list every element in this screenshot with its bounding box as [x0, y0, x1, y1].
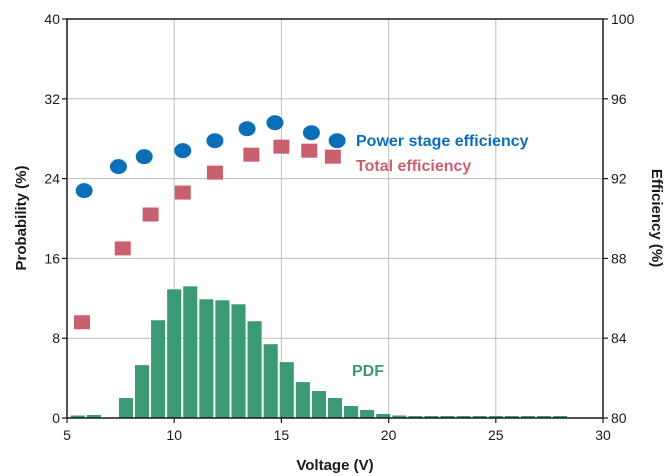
power-stage-efficiency-point [109, 159, 127, 175]
x-tick-label: 25 [488, 427, 504, 443]
pdf-bar [360, 410, 375, 418]
x-tick-label: 20 [381, 427, 397, 443]
y-right-tick-label: 96 [611, 91, 627, 107]
pdf-bar [327, 398, 343, 418]
x-tick-label: 30 [595, 427, 611, 443]
y-left-tick-label: 24 [44, 171, 60, 187]
y-left-axis-title: Probability (%) [13, 165, 30, 270]
efficiency-markers [74, 115, 346, 330]
pdf-bar [279, 362, 294, 418]
pdf-bar [118, 398, 133, 418]
x-tick-label: 15 [274, 427, 290, 443]
total-efficiency-point [243, 147, 260, 162]
y-right-tick-label: 92 [611, 171, 627, 187]
pdf-bar [70, 415, 85, 418]
pdf-bar [456, 416, 471, 418]
pdf-bar [472, 416, 487, 418]
pdf-bar [520, 416, 535, 418]
pdf-bar [135, 365, 150, 418]
axis-ticks: 5 10 15 20 25 30 0 8 16 24 32 40 80 84 88 92 96 100 [44, 11, 634, 443]
power-stage-efficiency-point [266, 115, 284, 131]
pdf-bar [183, 286, 198, 418]
power-stage-efficiency-point [206, 133, 224, 149]
pdf-bar [86, 415, 101, 418]
total-efficiency-point [174, 185, 191, 200]
pdf-bar [376, 414, 391, 418]
y-left-tick-label: 8 [52, 330, 60, 346]
total-efficiency-point [324, 149, 341, 164]
y-right-tick-label: 80 [611, 410, 627, 426]
x-axis-title: Voltage (V) [296, 457, 373, 474]
x-tick-label: 10 [166, 427, 182, 443]
y-right-tick-label: 88 [611, 250, 627, 266]
power-stage-efficiency-point [135, 149, 153, 165]
power-stage-efficiency-point [302, 125, 320, 141]
pdf-bar [504, 416, 519, 418]
y-right-tick-label: 84 [611, 330, 627, 346]
pdf-bar [199, 299, 214, 418]
y-left-tick-label: 16 [44, 250, 60, 266]
plot-frame [66, 18, 604, 419]
total-efficiency-label: Total efficiency [356, 158, 471, 175]
pdf-bar [344, 406, 359, 418]
pdf-bar [247, 321, 262, 418]
pdf-bar [408, 416, 423, 418]
power-stage-efficiency-point [75, 183, 93, 199]
total-efficiency-point [74, 315, 91, 330]
pdf-bar [231, 304, 246, 418]
pdf-bar [311, 391, 326, 418]
pdf-bar [392, 415, 407, 418]
pdf-label: PDF [352, 363, 384, 380]
power-stage-efficiency-point [238, 121, 256, 137]
pdf-bar [263, 344, 278, 418]
pdf-bar [440, 416, 455, 418]
pdf-bar [151, 320, 166, 418]
pdf-bar [295, 382, 310, 418]
pdf-bar [488, 416, 503, 418]
total-efficiency-point [273, 139, 290, 154]
total-efficiency-point [142, 207, 159, 222]
pdf-bar [553, 416, 568, 418]
power-stage-efficiency-point [328, 133, 346, 149]
y-right-axis-title: Efficiency (%) [648, 169, 665, 267]
pdf-bar [167, 289, 182, 418]
pdf-bars [70, 286, 568, 418]
pdf-bar [537, 416, 552, 418]
y-left-tick-label: 0 [52, 410, 60, 426]
y-right-tick-label: 100 [611, 11, 635, 27]
pdf-bar [424, 416, 439, 418]
power-stage-efficiency-point [174, 143, 192, 159]
total-efficiency-point [301, 143, 318, 158]
total-efficiency-point [114, 241, 131, 256]
x-tick-label: 5 [63, 427, 71, 443]
y-left-tick-label: 32 [44, 91, 60, 107]
total-efficiency-point [206, 165, 223, 180]
pdf-bar [215, 300, 230, 418]
power-stage-efficiency-label: Power stage efficiency [356, 133, 529, 150]
y-left-tick-label: 40 [44, 11, 60, 27]
